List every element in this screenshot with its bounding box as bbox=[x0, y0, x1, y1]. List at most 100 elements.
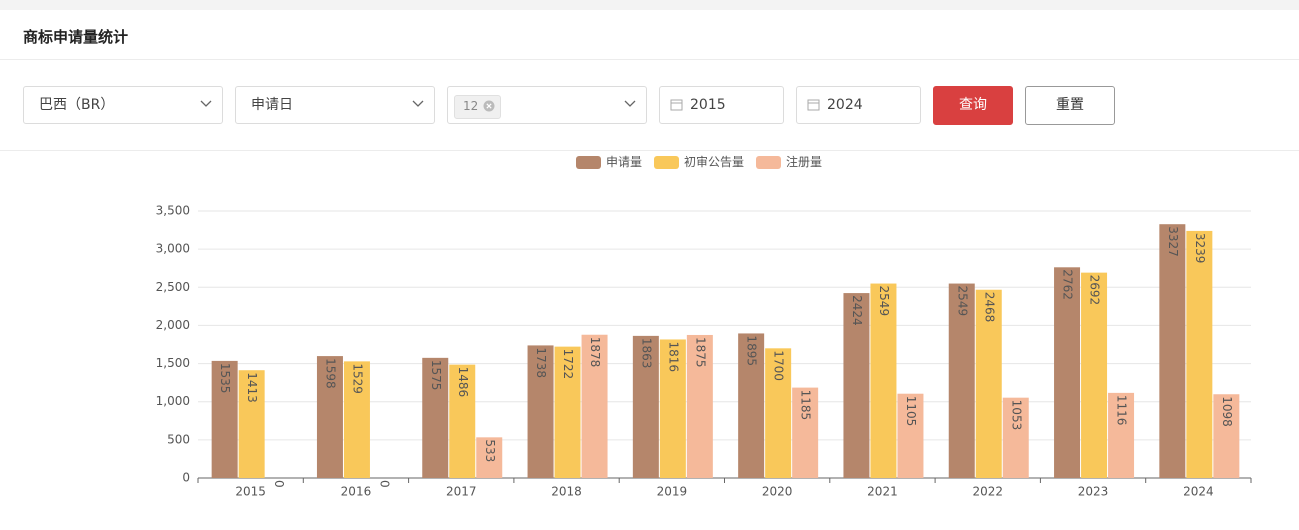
value-label: 1105 bbox=[904, 396, 918, 427]
y-tick-label: 2,500 bbox=[156, 280, 190, 294]
y-tick-label: 1,000 bbox=[156, 394, 190, 408]
x-tick-label: 2024 bbox=[1183, 485, 1214, 499]
bar bbox=[238, 370, 265, 478]
page-title: 商标申请量统计 bbox=[23, 28, 129, 46]
value-label: 1875 bbox=[693, 337, 707, 368]
value-label: 1185 bbox=[799, 390, 813, 421]
bar bbox=[975, 289, 1002, 478]
calendar-icon bbox=[670, 99, 683, 111]
value-label: 3239 bbox=[1193, 233, 1207, 264]
bar bbox=[1081, 272, 1108, 478]
value-label: 1486 bbox=[456, 367, 470, 398]
bar bbox=[1002, 397, 1029, 478]
y-tick-label: 3,000 bbox=[156, 242, 190, 256]
chevron bbox=[200, 100, 212, 107]
bar bbox=[1108, 392, 1135, 478]
end-date[interactable]: 2024 bbox=[796, 86, 921, 124]
value-label: 2424 bbox=[850, 295, 864, 326]
reset-button[interactable]: 重置 bbox=[1025, 86, 1115, 125]
country-select[interactable]: 巴西（BR） bbox=[23, 86, 223, 124]
x-tick-label: 2023 bbox=[1078, 485, 1109, 499]
bar bbox=[738, 333, 765, 478]
start-date[interactable]: 2015 bbox=[659, 86, 784, 124]
calendar-icon bbox=[807, 99, 820, 111]
value-label: 1535 bbox=[218, 363, 232, 394]
bar bbox=[1159, 224, 1186, 478]
country-value: 巴西（BR） bbox=[39, 97, 115, 113]
bar bbox=[554, 346, 581, 478]
chevron bbox=[412, 100, 424, 107]
bar bbox=[343, 361, 370, 478]
bar bbox=[897, 393, 924, 478]
legend-label: 注册量 bbox=[786, 154, 822, 169]
divider bbox=[0, 59, 1299, 60]
value-label: 2762 bbox=[1061, 269, 1075, 300]
start-date-value: 2015 bbox=[690, 97, 726, 113]
x-tick-label: 2016 bbox=[341, 485, 372, 499]
bar bbox=[686, 334, 713, 478]
bar bbox=[449, 364, 476, 478]
bar bbox=[316, 356, 343, 478]
value-label: 2692 bbox=[1088, 275, 1102, 306]
value-label: 1116 bbox=[1115, 395, 1129, 426]
value-label: 1722 bbox=[561, 349, 575, 380]
bar bbox=[843, 293, 870, 478]
legend-swatch bbox=[576, 156, 601, 169]
value-label: 1098 bbox=[1220, 396, 1234, 427]
date-type-value: 申请日 bbox=[251, 97, 293, 113]
tag-close[interactable] bbox=[483, 100, 495, 112]
y-tick-label: 0 bbox=[182, 471, 190, 485]
x-tick-label: 2020 bbox=[762, 485, 793, 499]
end-date-value: 2024 bbox=[827, 97, 863, 113]
x-tick-label: 2018 bbox=[551, 485, 582, 499]
date-type-select[interactable]: 申请日 bbox=[235, 86, 435, 124]
value-label: 1863 bbox=[639, 338, 653, 369]
x-tick-label: 2019 bbox=[657, 485, 688, 499]
y-tick-label: 3,500 bbox=[156, 204, 190, 218]
value-label: 1816 bbox=[666, 341, 680, 372]
y-tick-label: 2,000 bbox=[156, 318, 190, 332]
value-label: 1700 bbox=[772, 350, 786, 381]
y-tick-label: 500 bbox=[167, 432, 190, 446]
bar bbox=[1054, 267, 1081, 478]
x-tick-label: 2017 bbox=[446, 485, 477, 499]
value-label: 1878 bbox=[588, 337, 602, 368]
value-label: 1529 bbox=[350, 363, 364, 394]
bar bbox=[1213, 394, 1240, 478]
bar bbox=[422, 357, 449, 478]
bar bbox=[948, 283, 975, 478]
value-label: 2468 bbox=[982, 292, 996, 323]
divider bbox=[0, 150, 1299, 151]
x-tick-label: 2015 bbox=[235, 485, 266, 499]
value-label: 0 bbox=[377, 480, 391, 488]
bar bbox=[792, 387, 819, 478]
bar bbox=[527, 345, 554, 478]
value-label: 1575 bbox=[429, 360, 443, 391]
bar bbox=[1186, 230, 1213, 478]
legend-label: 申请量 bbox=[606, 155, 642, 169]
value-label: 1413 bbox=[245, 372, 259, 403]
value-label: 533 bbox=[483, 439, 497, 462]
bar bbox=[632, 335, 659, 478]
value-label: 1895 bbox=[745, 335, 759, 366]
value-label: 0 bbox=[272, 480, 286, 488]
query-button[interactable]: 查询 bbox=[933, 86, 1013, 125]
chevron bbox=[624, 100, 636, 107]
legend-swatch bbox=[654, 156, 679, 169]
top-strip bbox=[0, 0, 1299, 10]
value-label: 1053 bbox=[1009, 400, 1023, 431]
x-tick-label: 2022 bbox=[972, 485, 1003, 499]
legend-label: 初审公告量 bbox=[684, 154, 744, 169]
tag: 12 bbox=[454, 95, 502, 119]
tag-text: 12 bbox=[463, 99, 479, 113]
legend-swatch bbox=[756, 156, 781, 169]
bar bbox=[476, 437, 503, 478]
value-label: 1598 bbox=[323, 358, 337, 389]
value-label: 2549 bbox=[877, 286, 891, 317]
tag-select[interactable]: 12 bbox=[447, 86, 647, 124]
bar bbox=[870, 283, 897, 478]
chart: 0 500 1,000 1,500 2,000 2,500 3,000 3,500 2015 15… bbox=[156, 154, 1252, 499]
x-tick-label: 2021 bbox=[867, 485, 898, 499]
value-label: 1738 bbox=[534, 347, 548, 378]
bar bbox=[581, 334, 608, 478]
